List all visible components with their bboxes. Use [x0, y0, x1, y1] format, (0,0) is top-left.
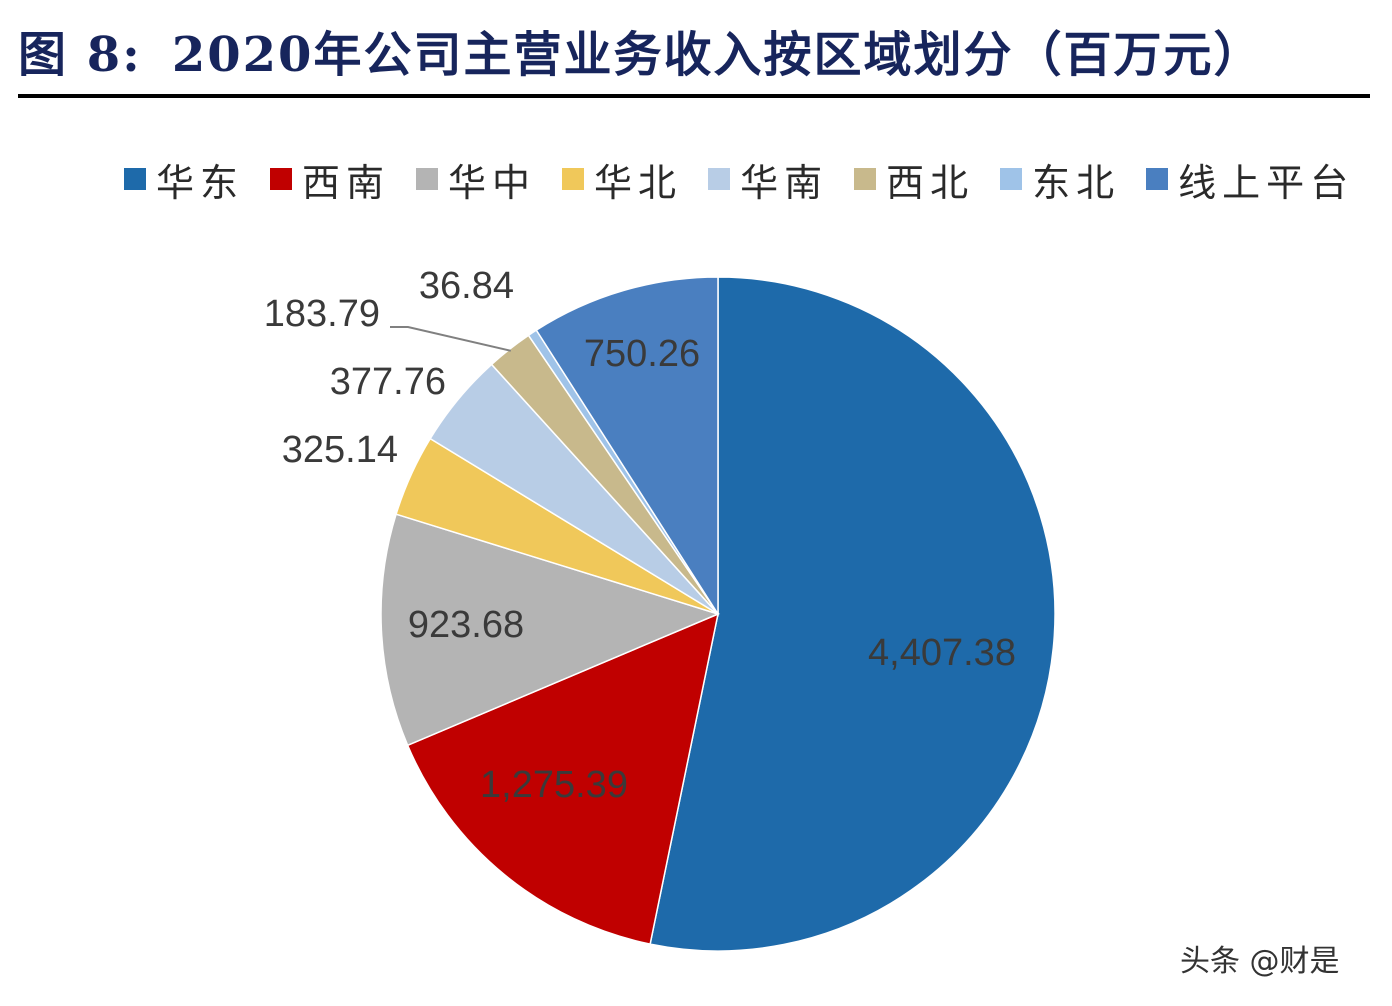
legend-swatch [416, 168, 439, 190]
legend-swatch [562, 168, 585, 190]
pie-slice-西南 [406, 612, 720, 945]
pie-slice-线上平台 [535, 276, 719, 617]
legend-swatch [1146, 168, 1169, 190]
legend-item: 西北 [854, 152, 974, 207]
figure-number: 图 8: [18, 27, 142, 83]
legend-swatch [854, 168, 877, 190]
legend-item: 东北 [1000, 152, 1120, 207]
legend-item: 华东 [124, 152, 244, 207]
legend-item: 线上平台 [1146, 152, 1354, 207]
data-label: 183.79 [264, 293, 380, 335]
legend-item: 华中 [416, 152, 536, 207]
legend-swatch [270, 168, 293, 190]
title-divider [18, 94, 1370, 98]
legend-label: 西南 [302, 160, 391, 205]
legend-item: 西南 [270, 152, 390, 207]
leader-line [390, 326, 512, 352]
chart-legend: 华东 西南 华中 华北 华南 西北 东北 线上平台 [124, 152, 1380, 206]
pie-slice-华东 [649, 276, 1056, 952]
legend-swatch [124, 168, 146, 190]
legend-item: 华北 [562, 152, 682, 207]
legend-label: 华北 [594, 160, 683, 205]
figure-title: 图 8: 2020年公司主营业务收入按区域划分（百万元） [18, 14, 1370, 86]
data-label: 377.76 [330, 361, 446, 403]
watermark: 头条 @财是 [1180, 944, 1340, 979]
pie-slice-华中 [380, 513, 721, 747]
data-label: 4,407.38 [868, 632, 1016, 674]
data-label: 750.26 [584, 333, 700, 375]
legend-swatch [708, 168, 731, 190]
legend-label: 华中 [448, 160, 537, 205]
legend-item: 华南 [708, 152, 828, 207]
data-label: 1,275.39 [480, 764, 628, 806]
data-label: 325.14 [282, 429, 398, 471]
data-label: 923.68 [408, 604, 524, 646]
data-label: 36.84 [419, 265, 514, 307]
legend-label: 华东 [156, 160, 245, 205]
legend-label: 东北 [1032, 160, 1121, 205]
figure-title-text: 2020年公司主营业务收入按区域划分（百万元） [171, 27, 1264, 83]
legend-label: 华南 [740, 160, 829, 205]
legend-label: 线上平台 [1178, 160, 1355, 205]
legend-label: 西北 [886, 160, 975, 205]
legend-swatch [1000, 168, 1023, 190]
